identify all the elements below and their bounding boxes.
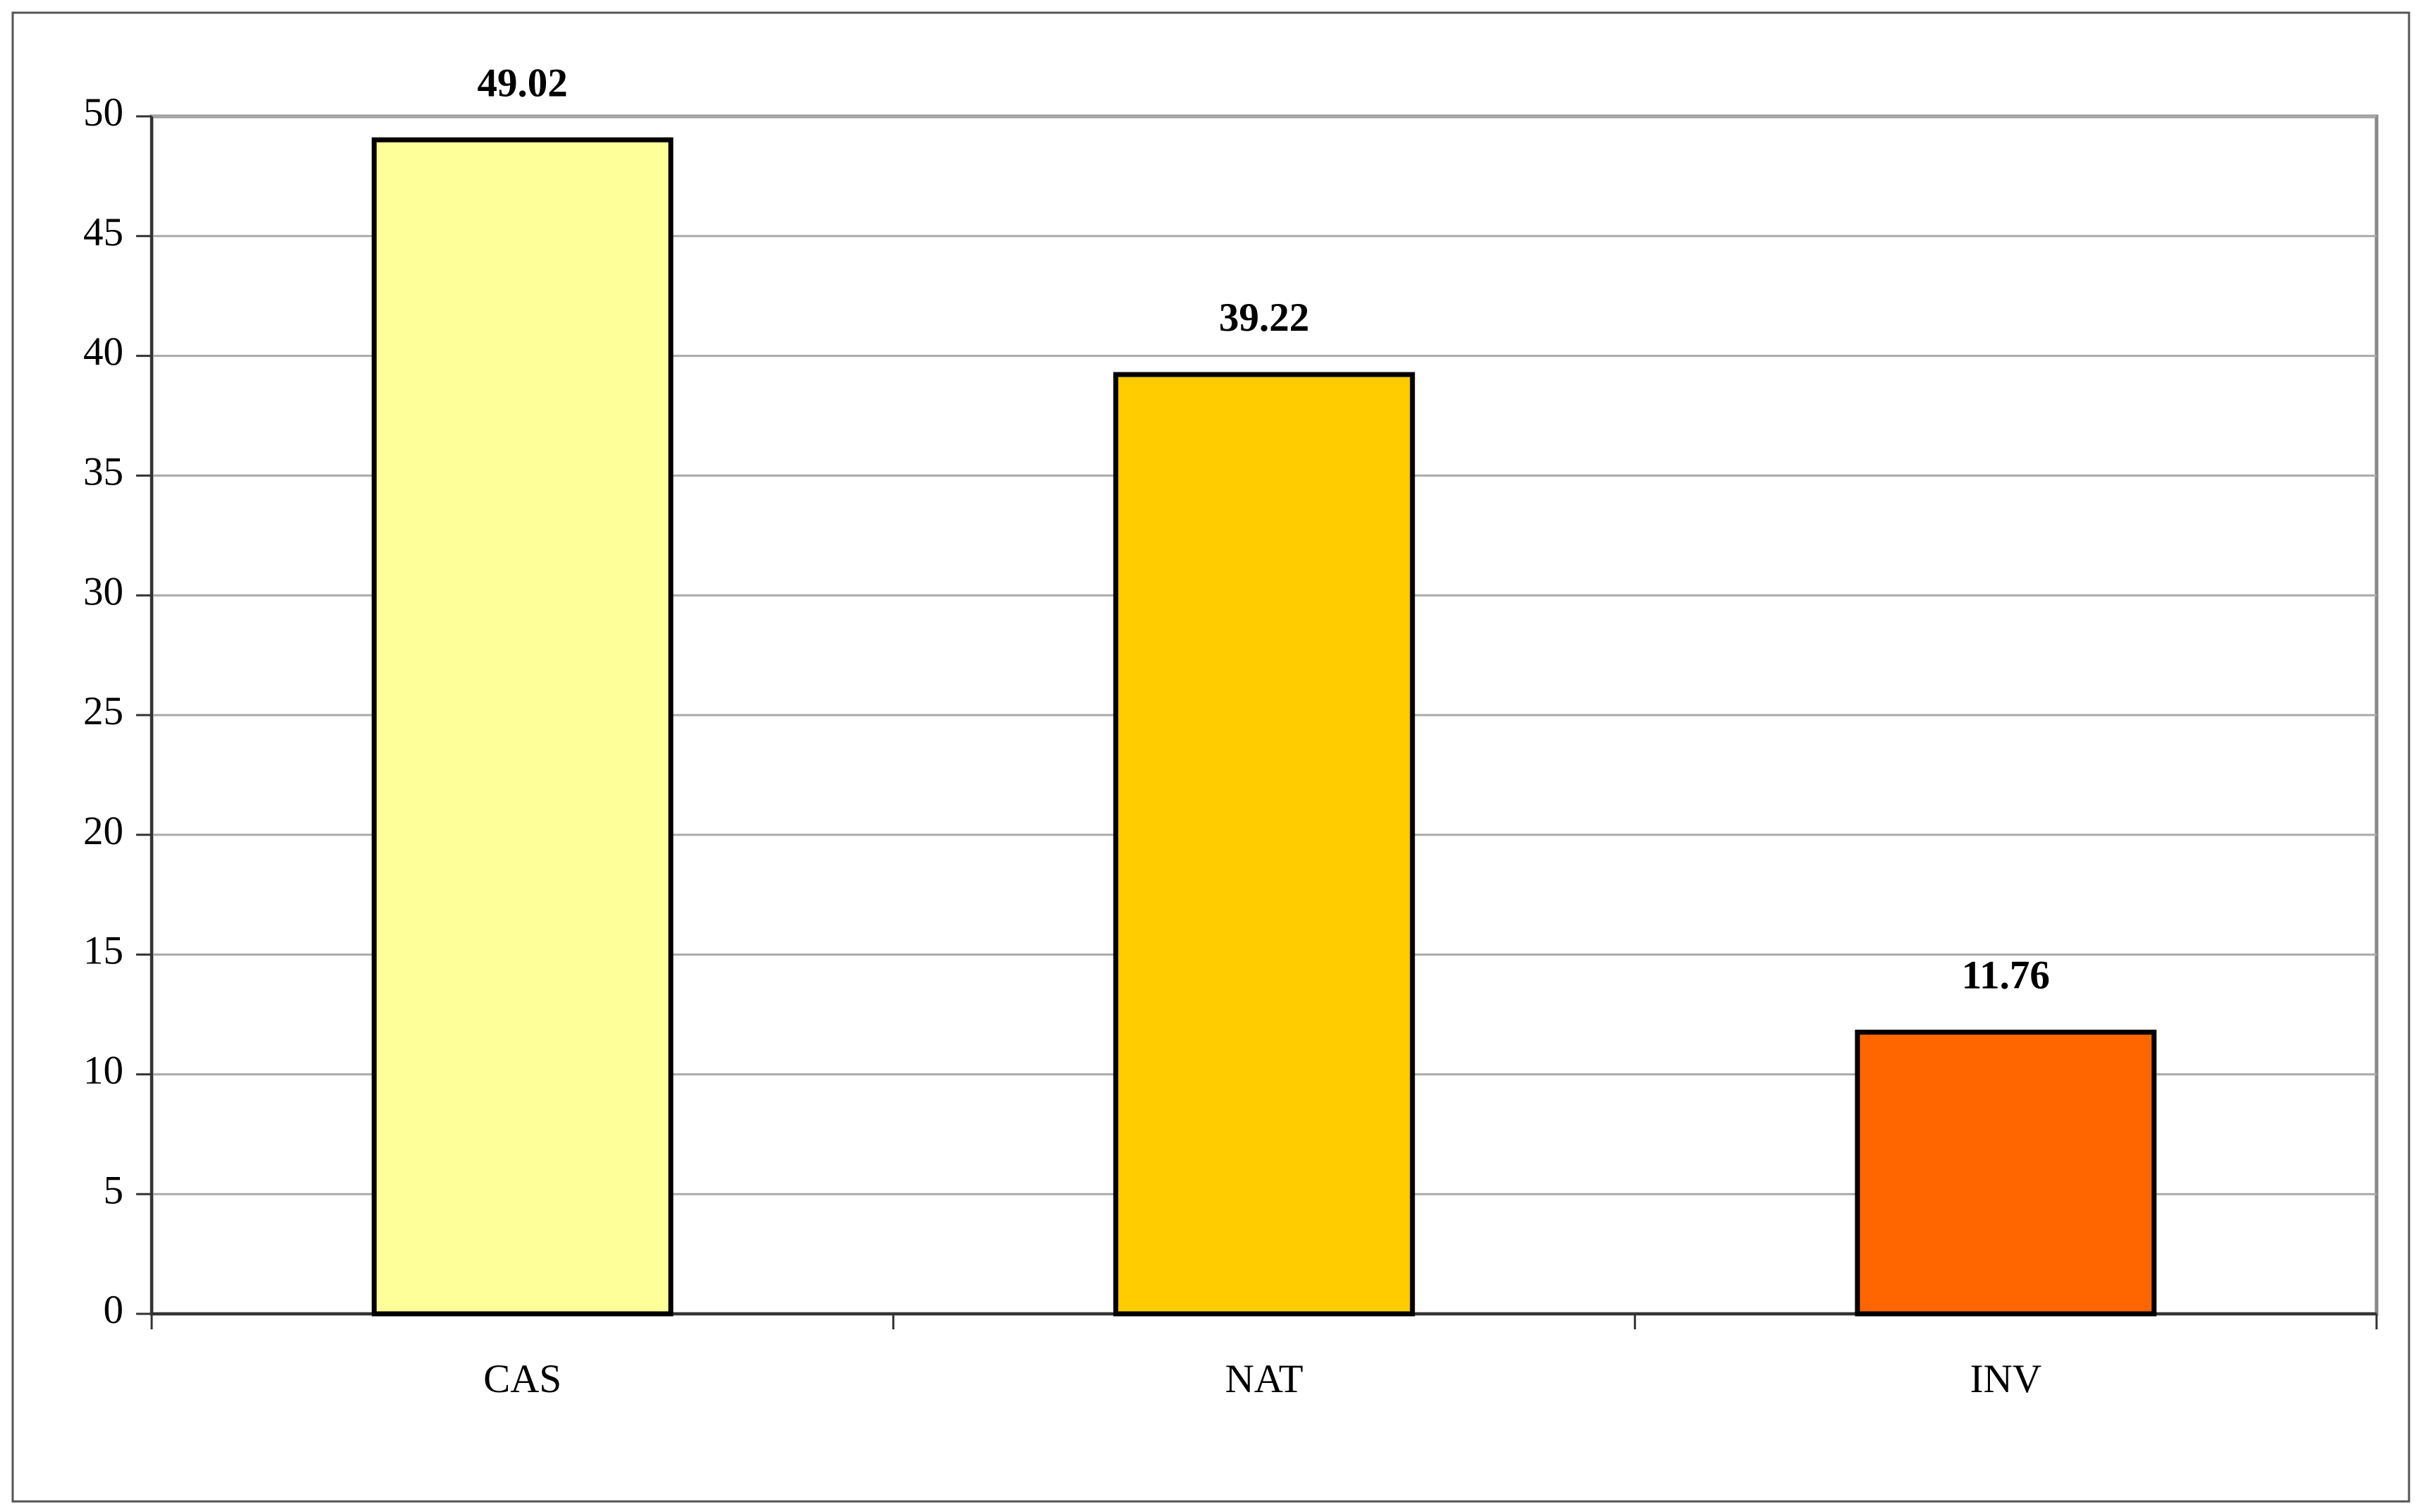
y-tick-label: 50: [83, 90, 123, 135]
data-label: 11.76: [1962, 953, 2050, 998]
data-label: 49.02: [478, 61, 568, 105]
bar: [1113, 372, 1415, 1317]
x-tick-label: INV: [1970, 1357, 2041, 1401]
y-tick-label: 25: [83, 689, 123, 733]
y-tick-label: 30: [83, 569, 123, 614]
x-tick-label: NAT: [1225, 1357, 1304, 1401]
y-tick-label: 35: [83, 449, 123, 494]
y-tick-label: 0: [104, 1288, 124, 1332]
data-label: 39.22: [1219, 295, 1309, 340]
y-tick-label: 40: [83, 330, 123, 374]
y-tick-label: 20: [83, 809, 123, 853]
marks: CAS 49.02 NAT 39.22 INV 11.76: [371, 61, 2157, 1401]
bar: [371, 137, 674, 1317]
bar: [1855, 1030, 2157, 1317]
y-tick-label: 15: [83, 929, 123, 973]
y-tick-label: 5: [104, 1168, 124, 1212]
y-tick-label: 10: [83, 1048, 123, 1092]
x-tick-label: CAS: [483, 1357, 562, 1401]
y-tick-label: 45: [83, 210, 123, 255]
